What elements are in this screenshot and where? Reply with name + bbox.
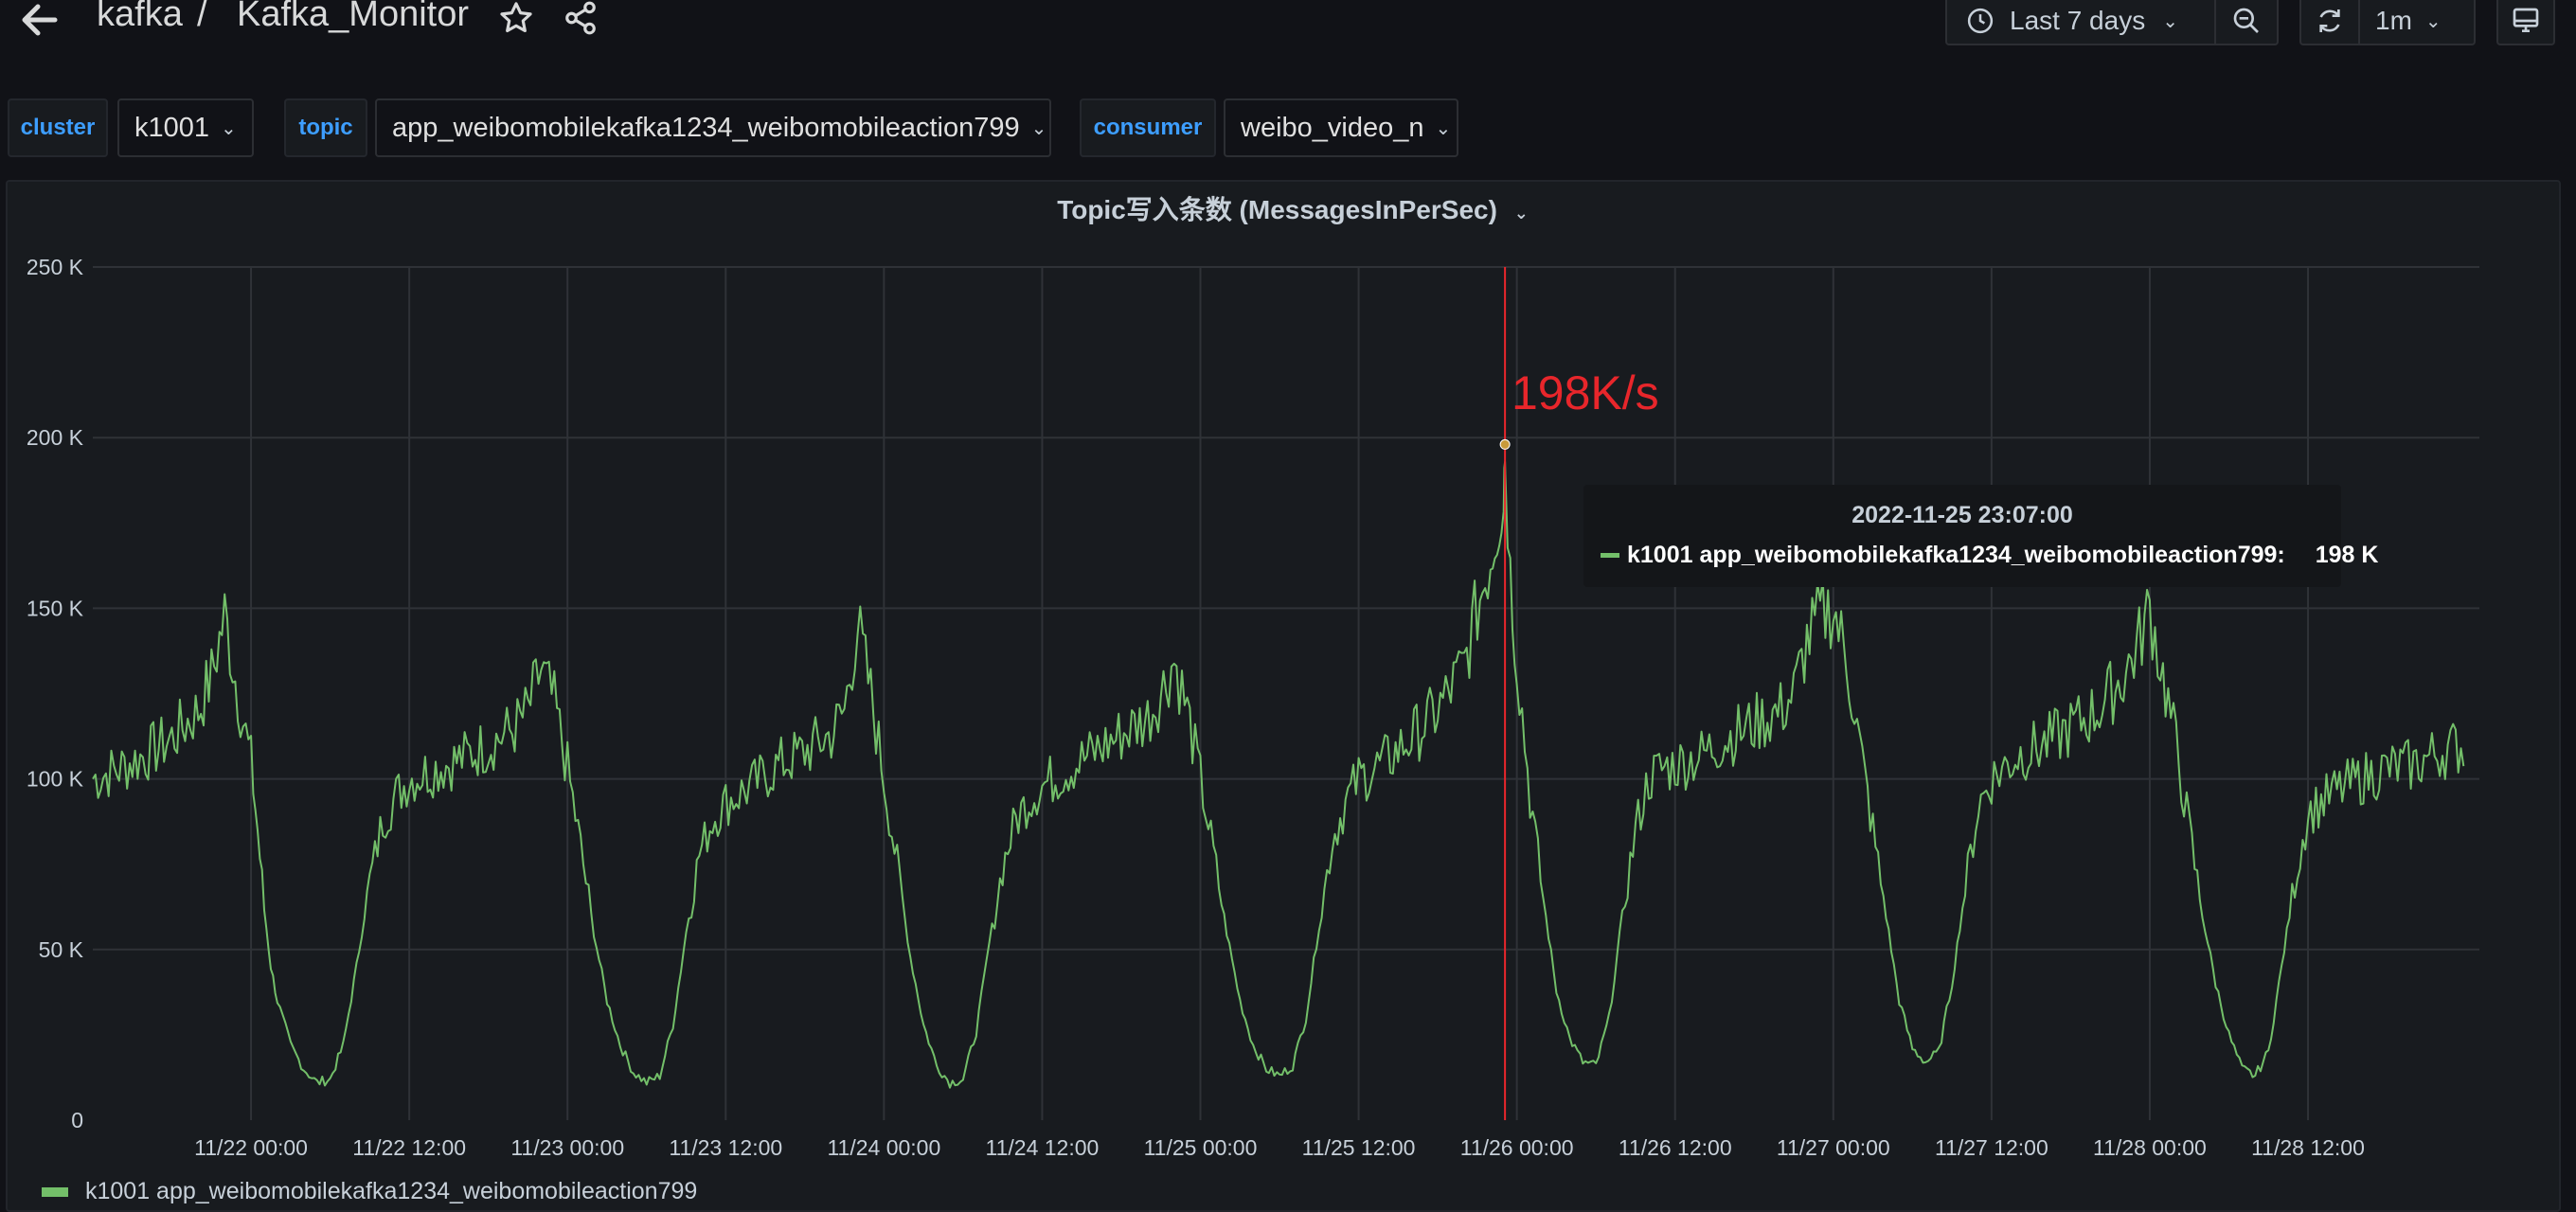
hover-tooltip: 2022-11-25 23:07:00 k1001 app_weibomobil… [1583,485,2378,587]
tooltip-row: k1001 app_weibomobilekafka1234_weibomobi… [1601,542,2378,569]
tooltip-value: 198 K [2315,542,2379,568]
star-icon[interactable] [498,0,534,36]
variable-value-topic: app_weibomobilekafka1234_weibomobileacti… [392,112,1020,143]
legend-label: k1001 app_weibomobilekafka1234_weibomobi… [85,1178,698,1204]
chevron-down-icon: ⌄ [1030,117,1047,139]
top-navbar: kafka / Kafka_Monitor Last 7 days ⌄ [0,0,2576,59]
x-tick-label: 11/22 12:00 [352,1135,466,1160]
chevron-down-icon: ⌄ [1513,204,1529,223]
breadcrumb-separator: / [197,0,207,34]
monitor-icon [2513,8,2539,32]
y-tick-label: 100 K [27,767,84,792]
x-tick-label: 11/23 00:00 [510,1135,624,1160]
dashboard-title[interactable]: Kafka_Monitor [237,0,470,34]
tooltip-series-name: k1001 app_weibomobilekafka1234_weibomobi… [1627,542,2285,568]
x-tick-label: 11/26 00:00 [1460,1135,1574,1160]
clock-icon [1967,8,1994,34]
x-tick-label: 11/24 00:00 [827,1135,940,1160]
x-tick-label: 11/27 00:00 [1777,1135,1890,1160]
refresh-button[interactable] [2301,0,2358,44]
x-tick-label: 11/27 12:00 [1935,1135,2048,1160]
x-tick-label: 11/25 00:00 [1144,1135,1258,1160]
peak-annotation: 198K/s [1512,366,1659,419]
x-tick-label: 11/22 00:00 [194,1135,308,1160]
y-tick-label: 200 K [27,425,84,450]
x-tick-label: 11/26 12:00 [1619,1135,1732,1160]
back-arrow-icon[interactable] [17,0,64,40]
tooltip-time: 2022-11-25 23:07:00 [1852,502,2073,528]
x-tick-label: 11/24 12:00 [986,1135,1100,1160]
chevron-down-icon: ⌄ [1435,117,1452,139]
share-icon[interactable] [563,0,599,36]
variable-select-topic[interactable]: app_weibomobilekafka1234_weibomobileacti… [375,98,1051,157]
refresh-icon [2319,9,2340,32]
x-tick-label: 11/28 12:00 [2251,1135,2365,1160]
series-line [92,460,2465,1089]
x-tick-label: 11/25 12:00 [1302,1135,1416,1160]
panel-title-text: Topic写入条数 (MessagesInPerSec) [1057,195,1497,224]
refresh-interval-label: 1m [2375,6,2412,35]
variable-select-consumer[interactable]: weibo_video_n ⌄ [1224,98,1458,157]
graph-panel [6,180,2561,1212]
variable-label-cluster: cluster [8,98,108,157]
variable-label-topic: topic [284,98,367,157]
legend-swatch [42,1186,68,1197]
y-tick-label: 50 K [39,937,84,962]
zoom-out-button[interactable] [2216,0,2277,44]
variables-bar: cluster k1001 ⌄ topic app_weibomobilekaf… [0,95,2576,161]
y-tick-label: 250 K [27,255,84,279]
chevron-down-icon: ⌄ [2424,10,2442,32]
zoom-out-icon [2233,8,2259,33]
x-tick-label: 11/23 12:00 [669,1135,782,1160]
tv-mode-button[interactable] [2496,0,2555,45]
time-range-label: Last 7 days [2010,6,2146,35]
hover-point [1499,438,1511,450]
time-range-picker[interactable]: Last 7 days ⌄ [1947,0,2214,44]
y-tick-label: 150 K [27,596,84,620]
x-tick-label: 11/28 00:00 [2093,1135,2207,1160]
variable-value-cluster: k1001 [134,112,210,143]
refresh-group: 1m ⌄ [2299,0,2476,45]
breadcrumb-folder[interactable]: kafka [97,0,183,34]
chevron-down-icon: ⌄ [2162,10,2178,32]
variable-value-consumer: weibo_video_n [1241,112,1424,143]
y-tick-label: 0 [71,1108,83,1132]
tooltip-series-swatch [1601,553,1619,558]
variable-select-cluster[interactable]: k1001 ⌄ [117,98,254,157]
chevron-down-icon: ⌄ [221,117,237,139]
panel-title[interactable]: Topic写入条数 (MessagesInPerSec) ⌄ [0,189,2576,227]
time-picker-group: Last 7 days ⌄ [1945,0,2279,45]
refresh-interval-picker[interactable]: 1m ⌄ [2360,0,2457,44]
legend-item[interactable]: k1001 app_weibomobilekafka1234_weibomobi… [42,1178,697,1205]
variable-label-consumer: consumer [1080,98,1216,157]
